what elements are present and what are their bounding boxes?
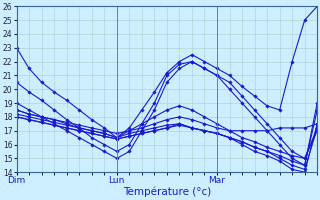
X-axis label: Température (°c): Température (°c) (123, 187, 211, 197)
